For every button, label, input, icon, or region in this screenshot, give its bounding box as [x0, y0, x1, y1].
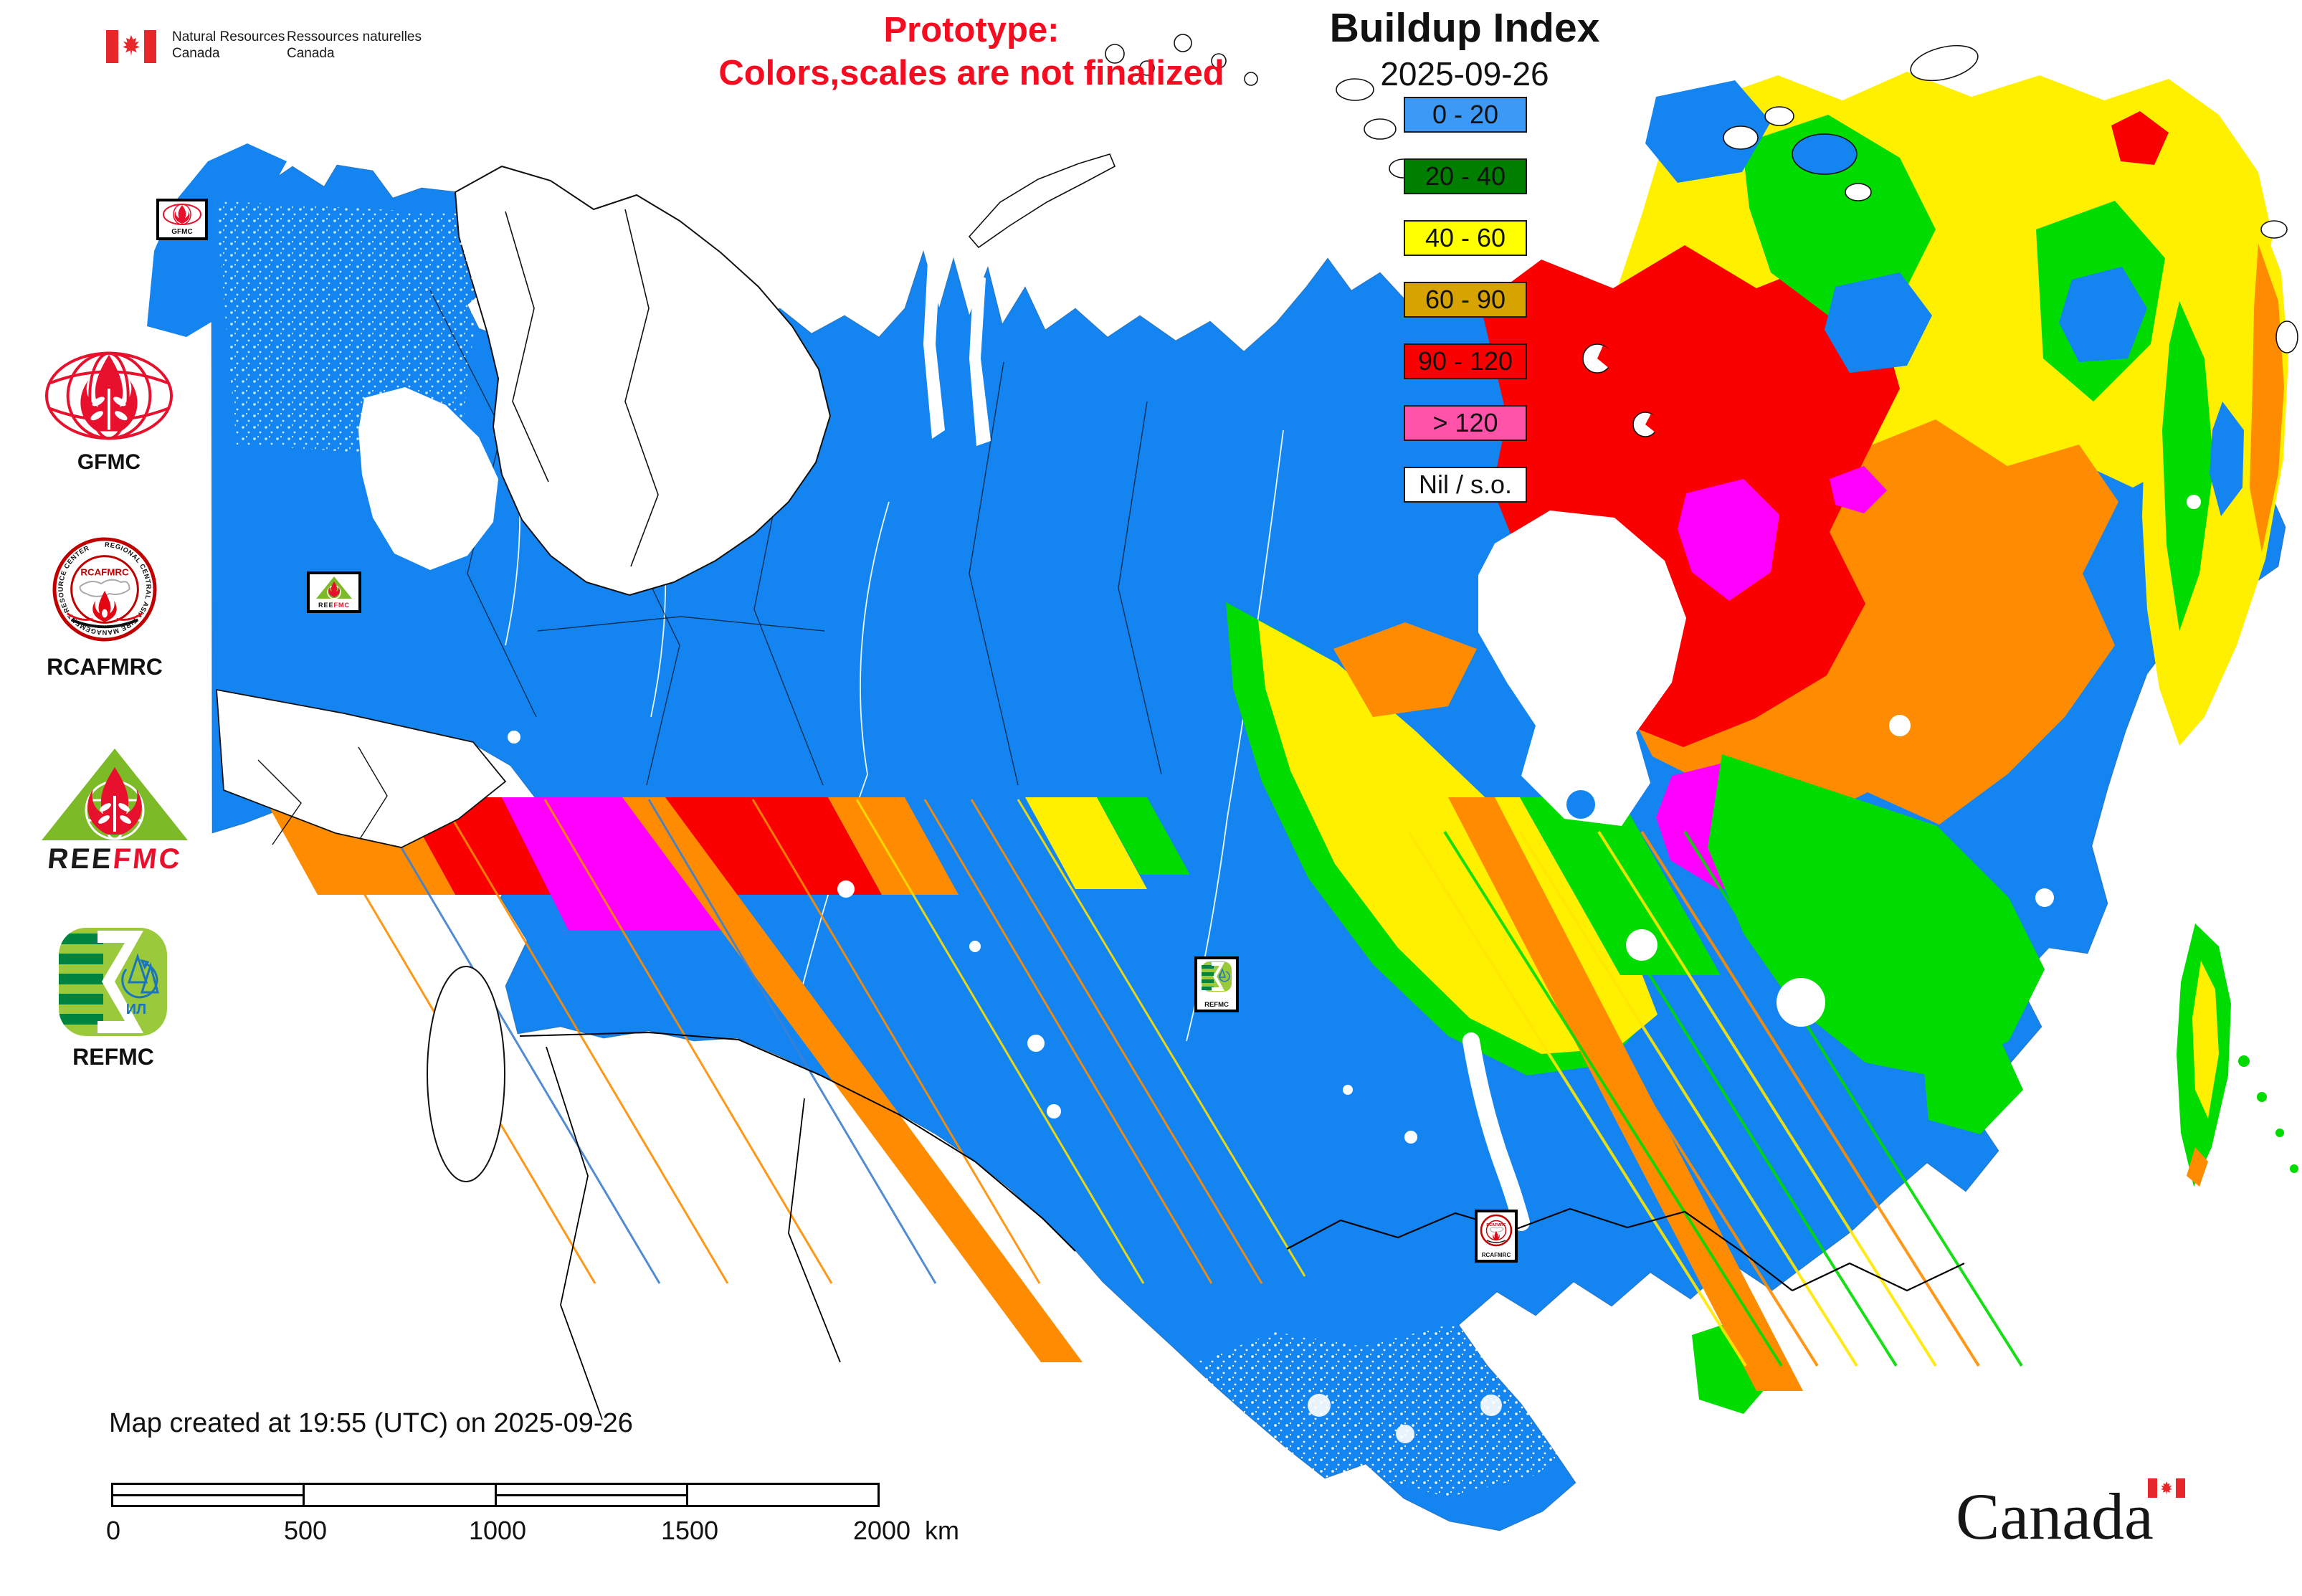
legend-entry-0-20: 0 - 20	[1404, 97, 1527, 133]
canada-wordmark: Canada	[1956, 1480, 2154, 1553]
map-marker-refmc-label: REFMC	[1204, 1000, 1229, 1009]
map-marker-gfmc: GFMC	[156, 199, 208, 240]
legend-entry-nil: Nil / s.o.	[1404, 467, 1527, 503]
sigma-forest-icon	[1202, 961, 1232, 992]
legend-date: 2025-09-26	[1380, 55, 1549, 92]
nrcan-signature-fr: Ressources naturelles Canada	[287, 29, 422, 62]
scale-bar	[111, 1483, 880, 1507]
asia-map-outline-icon	[79, 579, 130, 597]
map-marker-rcafmrc-badge: RCAFMRC	[1486, 1223, 1506, 1227]
reefmc-label-black: REE	[46, 843, 115, 875]
map-marker-reefmc-label-red: FMC	[333, 602, 350, 609]
legend-entry-40-60: 40 - 60	[1404, 220, 1527, 256]
circle-flame-icon: RCAFMRC	[1480, 1214, 1513, 1247]
scale-tick-1000: 1000	[468, 1516, 527, 1545]
scale-tick-500: 500	[283, 1516, 328, 1545]
dept-name-en-line2: Canada	[172, 46, 220, 61]
dept-name-en-line1: Natural Resources	[172, 29, 285, 44]
rcafmrc-badge-text: RCAFMRC	[80, 566, 129, 577]
reefmc-logo	[39, 746, 191, 843]
scale-tick-2000: 2000	[852, 1516, 911, 1545]
scale-segment-3	[496, 1485, 688, 1505]
globe-flame-icon	[163, 204, 201, 225]
sigma-icon	[97, 931, 143, 1033]
nrcan-signature-en: Natural Resources Canada	[172, 29, 285, 62]
rcafmrc-logo: REGIONAL CENTRAL ASIA FIRE MANAGEMENT RE…	[52, 535, 158, 644]
map-marker-refmc: REFMC	[1194, 956, 1239, 1012]
scale-segment-1	[113, 1485, 305, 1505]
scale-unit: km	[925, 1516, 959, 1545]
legend-entry-60-90: 60 - 90	[1404, 282, 1527, 318]
map-marker-rcafmrc: RCAFMRC RCAFMRC	[1475, 1210, 1518, 1263]
map-marker-reefmc-label: REEFMC	[318, 602, 350, 609]
map-marker-gfmc-label: GFMC	[171, 228, 193, 236]
legend-entry-90-120: 90 - 120	[1404, 343, 1527, 379]
scale-segment-2	[305, 1485, 497, 1505]
dept-name-fr-line2: Canada	[287, 46, 335, 61]
canada-wordmark-flag-icon	[2148, 1478, 2185, 1498]
dept-name-fr-line1: Ressources naturelles	[287, 29, 422, 44]
legend-title: Buildup Index	[1329, 5, 1600, 51]
forest-icon	[121, 953, 159, 999]
prototype-line1: Prototype:	[883, 11, 1060, 49]
stripes-icon	[59, 934, 103, 1025]
map-marker-reefmc: REEFMC	[307, 571, 361, 613]
prototype-line2: Colors,scales are not finalized	[718, 54, 1224, 92]
country-borders	[519, 1031, 1965, 1420]
map-created-caption: Map created at 19:55 (UTC) on 2025-09-26	[109, 1408, 633, 1438]
scale-segment-4	[688, 1485, 877, 1505]
refmc-monogram: ИЛ	[126, 1002, 146, 1017]
canada-flag-icon	[106, 30, 156, 63]
prototype-warning: Prototype: Colors,scales are not finaliz…	[677, 9, 1265, 95]
scale-tick-1500: 1500	[660, 1516, 719, 1545]
reefmc-label: REEFMC	[37, 843, 193, 875]
legend-entry-gt-120: > 120	[1404, 405, 1527, 441]
refmc-logo: ИЛ	[57, 926, 168, 1037]
map-marker-rcafmrc-label: RCAFMRC	[1481, 1252, 1511, 1258]
reefmc-label-red: FMC	[111, 843, 184, 875]
gfmc-label: GFMC	[77, 450, 141, 474]
triangle-flame-icon	[316, 576, 352, 599]
gfmc-logo	[42, 347, 176, 447]
flame-icon	[92, 590, 117, 622]
kamchatka-sakhalin	[2142, 195, 2298, 1187]
rcafmrc-label: RCAFMRC	[47, 654, 163, 680]
refmc-label: REFMC	[72, 1044, 154, 1070]
legend-entry-20-40: 20 - 40	[1404, 158, 1527, 194]
raster-artifacts	[264, 797, 2023, 1391]
scale-tick-0: 0	[105, 1516, 121, 1545]
lake-baikal	[1462, 1032, 1530, 1231]
map-marker-reefmc-label-black: REE	[318, 602, 334, 609]
water-and-nodata	[215, 165, 2054, 1497]
